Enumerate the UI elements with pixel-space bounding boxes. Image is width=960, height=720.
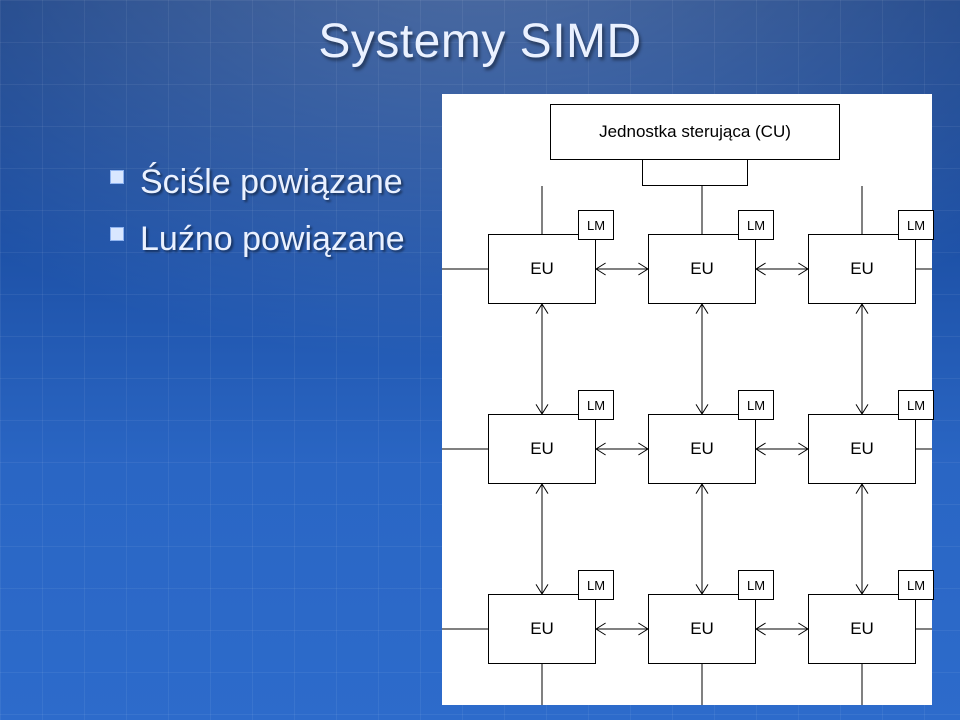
- local-memory-box: LM: [738, 390, 774, 420]
- local-memory-box: LM: [578, 210, 614, 240]
- execution-unit-box: EU: [488, 234, 596, 304]
- list-item: Luźno powiązane: [110, 213, 405, 266]
- control-unit-socket: [642, 160, 748, 186]
- page-title: Systemy SIMD: [0, 14, 960, 69]
- execution-unit-box: EU: [808, 594, 916, 664]
- local-memory-box: LM: [898, 210, 934, 240]
- execution-unit-box: EU: [808, 414, 916, 484]
- local-memory-box: LM: [738, 210, 774, 240]
- local-memory-box: LM: [578, 390, 614, 420]
- execution-unit-box: EU: [488, 594, 596, 664]
- execution-unit-box: EU: [648, 234, 756, 304]
- local-memory-box: LM: [898, 570, 934, 600]
- simd-diagram: Jednostka sterująca (CU) EULMEULMEULMEUL…: [442, 94, 932, 705]
- local-memory-box: LM: [898, 390, 934, 420]
- execution-unit-box: EU: [488, 414, 596, 484]
- execution-unit-box: EU: [648, 414, 756, 484]
- local-memory-box: LM: [738, 570, 774, 600]
- bullet-list: Ściśle powiązane Luźno powiązane: [70, 152, 405, 269]
- list-item: Ściśle powiązane: [110, 156, 405, 209]
- execution-unit-box: EU: [648, 594, 756, 664]
- execution-unit-box: EU: [808, 234, 916, 304]
- slide: Systemy SIMD Ściśle powiązane Luźno powi…: [0, 0, 960, 720]
- local-memory-box: LM: [578, 570, 614, 600]
